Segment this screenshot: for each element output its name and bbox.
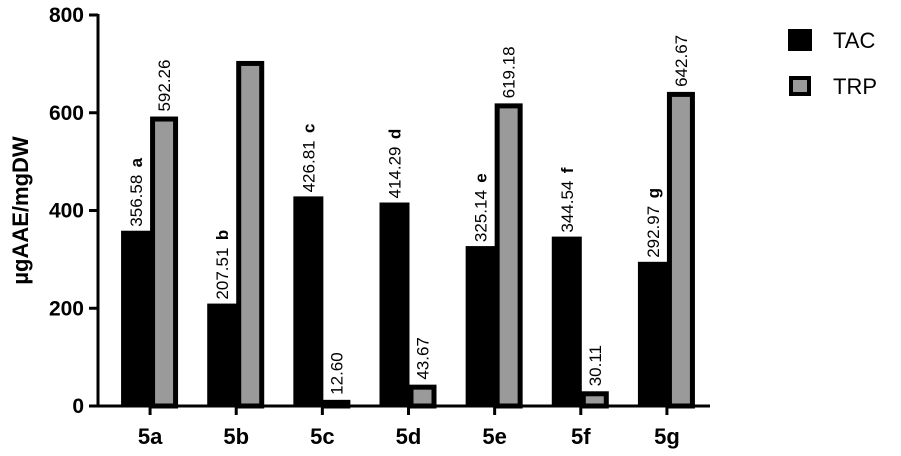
legend-label-tac: TAC (833, 28, 875, 53)
bar-tac-5d (379, 202, 410, 407)
x-tick-label: 5e (482, 424, 506, 449)
bar-trp-5f (580, 391, 609, 409)
significance-letter-5e: e (472, 173, 491, 182)
y-axis: 0 200 400 600 800 (49, 4, 100, 418)
legend-swatch-tac (788, 29, 812, 51)
significance-letter-5g: g (644, 188, 663, 198)
bar-trp-5c (322, 399, 351, 409)
x-tick-label: 5f (571, 424, 591, 449)
bars (121, 60, 695, 409)
bar-tac-5c (293, 196, 324, 407)
data-label-trp-5f: 30.11 (586, 345, 605, 386)
x-axis: 5a 5b 5c 5d 5e 5f 5g (96, 404, 710, 449)
bar-trp-5d (408, 384, 437, 409)
y-axis-title: µgAAE/mgDW (8, 136, 33, 285)
y-tick-label: 200 (49, 297, 84, 320)
legend: TAC TRP (788, 28, 877, 99)
bar-trp-5g (666, 91, 695, 409)
data-label-tac-5e: 325.14 (472, 190, 491, 242)
significance-letter-5b: b (213, 230, 232, 240)
legend-label-trp: TRP (833, 74, 877, 99)
y-tick-label: 800 (49, 4, 84, 27)
significance-letter-5a: a (127, 157, 146, 167)
bar-tac-5e (465, 246, 496, 407)
data-label-tac-5f: 344.54 (558, 181, 577, 233)
data-label-trp-5c: 12.60 (327, 352, 346, 395)
bar-tac-5f (551, 236, 582, 407)
x-tick-label: 5g (654, 424, 680, 449)
data-label-tac-5d: 414.29 (386, 147, 405, 199)
data-label-tac-5c: 426.81 (299, 140, 318, 192)
significance-letter-5d: d (386, 129, 405, 139)
bar-tac-5g (637, 261, 668, 407)
y-tick-label: 600 (49, 102, 84, 125)
bar-trp-5a (150, 116, 179, 409)
bar-tac-5a (121, 230, 152, 407)
significance-letter-5f: f (558, 167, 577, 173)
x-tick-label: 5a (138, 424, 163, 449)
x-tick-label: 5d (396, 424, 422, 449)
y-tick-label: 0 (72, 395, 84, 418)
bar-trp-5b (236, 60, 265, 409)
legend-swatch-trp (789, 76, 811, 96)
data-label-tac-5g: 292.97 (644, 206, 663, 258)
data-label-trp-5g: 642.67 (672, 35, 691, 87)
data-label-tac-5b: 207.51 (213, 248, 232, 300)
data-label-tac-5a: 356.58 (127, 175, 146, 227)
x-tick-label: 5c (310, 424, 334, 449)
bar-tac-5b (207, 303, 238, 408)
data-label-trp-5a: 592.26 (155, 60, 174, 112)
significance-letter-5c: c (299, 124, 318, 133)
y-tick-label: 400 (49, 200, 84, 223)
data-label-trp-5e: 619.18 (500, 46, 519, 98)
data-labels: 356.58 a 592.26 207.51 b 426.81 c 12.60 414.29 d 4… (127, 35, 691, 395)
data-label-trp-5d: 43.67 (414, 337, 433, 380)
x-tick-label: 5b (223, 424, 249, 449)
bar-trp-5e (494, 103, 523, 409)
